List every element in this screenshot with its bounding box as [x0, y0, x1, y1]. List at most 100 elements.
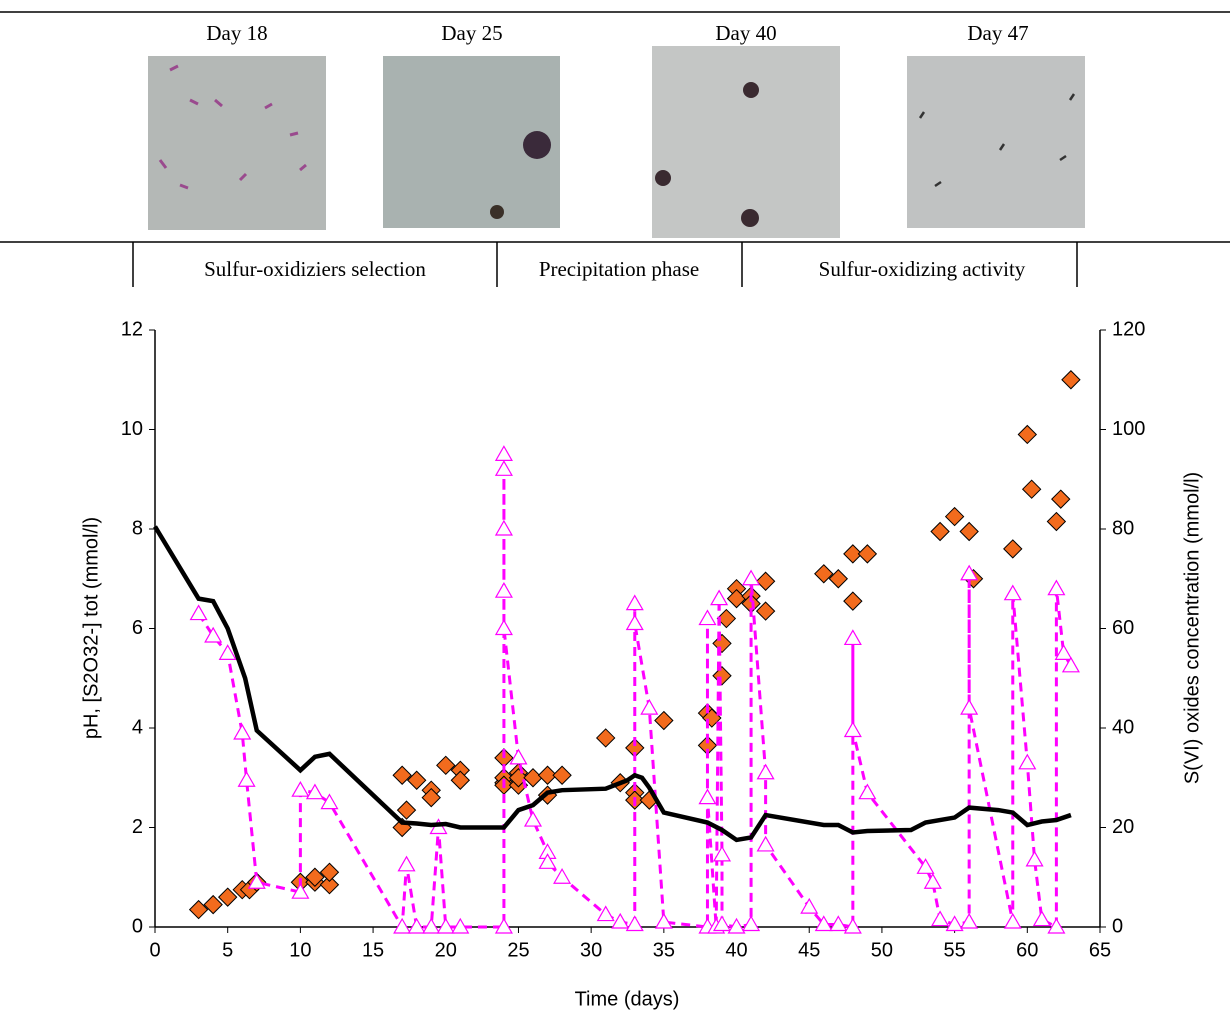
diamond-marker: [421, 787, 441, 808]
diamond-marker: [857, 544, 878, 564]
triangle-marker: [625, 915, 644, 932]
triangle-marker: [233, 723, 252, 740]
x-tick-label: 50: [871, 939, 893, 961]
y-axis-label: pH, [S2O32-] tot (mmol/l): [80, 517, 102, 739]
triangle-marker: [756, 835, 775, 852]
panel-label: Day 25: [441, 21, 502, 45]
triangle-marker: [625, 594, 644, 611]
triangle-marker: [698, 609, 717, 626]
x-tick-label: 20: [435, 939, 457, 961]
phase-label: Sulfur-oxidizing activity: [819, 257, 1026, 281]
diamond-marker: [654, 710, 674, 731]
triangle-marker: [218, 644, 237, 660]
triangle-marker: [436, 917, 455, 934]
triangle-marker: [960, 564, 979, 581]
series-line: [197, 454, 1073, 932]
triangle-marker: [397, 855, 416, 872]
diamond-marker: [406, 770, 427, 790]
triangle-marker: [960, 698, 979, 715]
triangle-marker: [611, 912, 630, 929]
x-tick-label: 40: [725, 939, 747, 961]
triangle-marker: [596, 905, 615, 922]
triangle-marker: [523, 810, 543, 827]
triangle-marker: [393, 917, 412, 934]
triangle-marker: [291, 882, 310, 899]
precipitate: [741, 209, 759, 227]
x-tick-label: 65: [1089, 939, 1111, 961]
triangle-marker: [451, 917, 470, 934]
diamond-marker: [1051, 489, 1071, 509]
diamond-marker: [203, 894, 223, 915]
x-tick-label: 25: [507, 939, 529, 961]
diamond-marker: [1003, 539, 1023, 559]
x-tick-label: 60: [1016, 939, 1038, 961]
cells: [918, 93, 1076, 188]
triangle-marker: [1003, 584, 1022, 601]
triangle-marker: [320, 793, 339, 810]
y2-tick-label: 20: [1112, 816, 1134, 838]
micrograph: [652, 46, 840, 238]
micrographs: [148, 46, 1085, 238]
triangle-marker: [625, 614, 644, 631]
precipitate: [490, 205, 504, 219]
triangle-marker: [710, 589, 729, 606]
triangle-marker: [494, 445, 513, 461]
diamond-marker: [843, 544, 863, 564]
precipitate: [655, 170, 671, 186]
diamond-marker: [712, 666, 732, 686]
triangle-marker: [742, 915, 761, 932]
diamond-marker: [396, 800, 417, 820]
y-tick-label: 4: [132, 716, 143, 738]
triangle-marker: [494, 460, 513, 476]
triangle-marker: [1003, 912, 1022, 929]
y-tick-label: 12: [121, 318, 143, 340]
x-tick-label: 45: [798, 939, 820, 961]
triangle-marker: [640, 698, 659, 715]
panel-label: Day 18: [206, 21, 267, 45]
diamond-marker: [814, 564, 834, 584]
precipitate: [743, 82, 759, 98]
diamond-marker: [305, 867, 325, 887]
x-tick-label: 10: [289, 939, 311, 961]
diamond-marker: [319, 862, 340, 882]
triangle-marker: [945, 915, 964, 932]
phase-label: Sulfur-oxidiziers selection: [204, 257, 426, 281]
diamond-marker: [508, 768, 529, 788]
triangle-marker: [698, 788, 717, 805]
series-line: [153, 525, 1072, 843]
diamond-marker: [755, 601, 776, 621]
y2-tick-label: 0: [1112, 915, 1123, 937]
triangle-marker: [858, 783, 877, 800]
diamond-marker: [1061, 370, 1081, 390]
triangle-marker: [509, 748, 528, 765]
micrograph: [907, 56, 1085, 228]
triangle-marker: [538, 853, 557, 869]
x-axis-label: Time (days): [575, 988, 680, 1010]
triangle-marker: [407, 917, 426, 934]
panel-label: Day 47: [967, 21, 1028, 45]
y-tick-label: 6: [132, 617, 143, 639]
triangle-marker: [800, 897, 819, 914]
triangle-marker: [494, 519, 513, 536]
triangle-marker: [829, 915, 848, 932]
triangle-marker: [960, 912, 979, 929]
diamond-marker: [716, 608, 737, 629]
diamond-marker: [1046, 511, 1067, 532]
x-tick-label: 30: [580, 939, 602, 961]
diamond-marker: [1017, 424, 1038, 445]
triangle-marker: [1025, 850, 1044, 867]
diamond-marker: [552, 765, 572, 785]
triangle-marker: [727, 917, 746, 934]
phase-label: Precipitation phase: [539, 257, 699, 281]
triangle-marker: [494, 619, 513, 636]
diamond-marker: [188, 899, 209, 920]
triangle-marker: [305, 783, 324, 800]
x-tick-label: 55: [943, 939, 965, 961]
y-tick-label: 0: [132, 915, 143, 937]
diamond-marker: [828, 569, 849, 589]
diamond-marker: [755, 571, 776, 591]
triangle-marker: [1054, 644, 1073, 660]
triangle-marker: [204, 626, 223, 643]
triangle-marker: [494, 917, 513, 934]
